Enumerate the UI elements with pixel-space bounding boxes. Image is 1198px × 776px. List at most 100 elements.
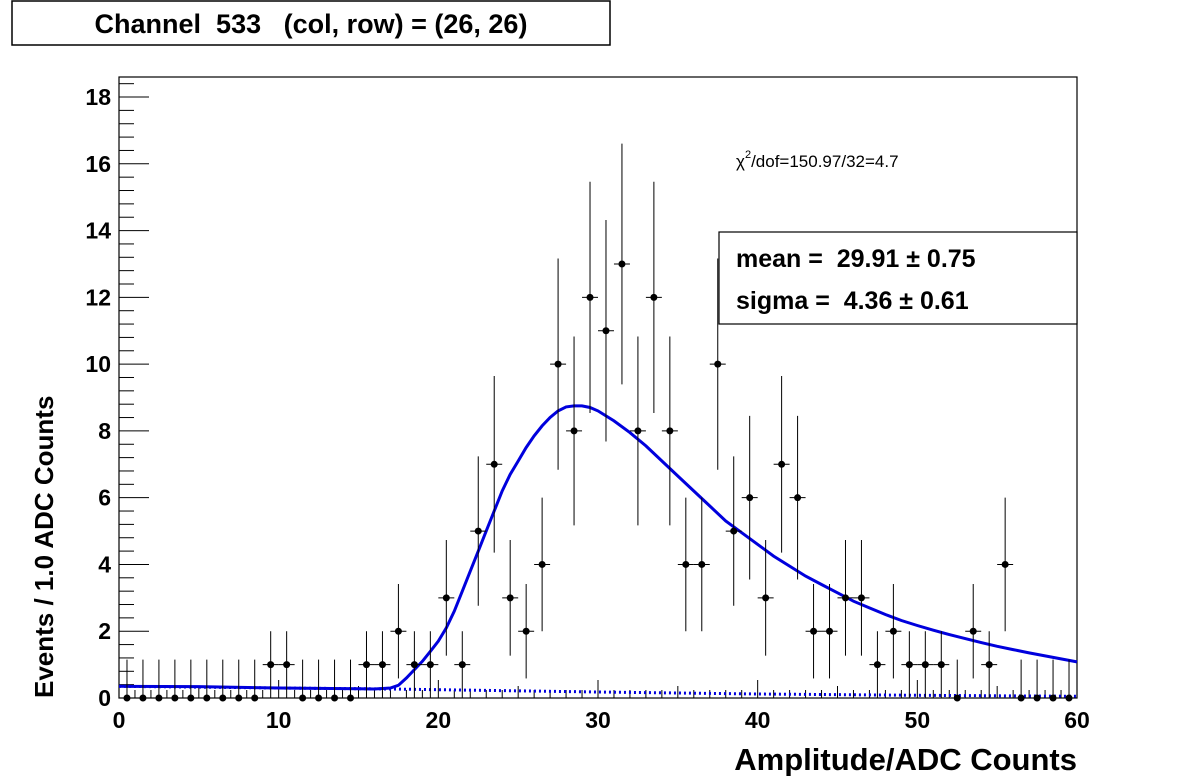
background-fit-curve [118,684,1078,698]
data-marker [155,694,163,702]
data-point [757,540,774,656]
data-point [294,659,311,702]
data-point [645,181,662,414]
data-marker [490,460,498,468]
data-marker [203,694,211,702]
data-point [502,540,519,656]
data-point [853,540,870,656]
data-marker [458,661,466,669]
data-point [278,631,295,698]
data-marker [283,661,291,669]
data-marker [586,293,594,301]
data-point [981,631,998,698]
data-marker [347,694,355,702]
data-point [725,456,742,606]
data-point [358,631,375,698]
data-marker [506,594,514,602]
data-marker [538,560,546,568]
data-marker [474,527,482,535]
data-point [550,258,567,470]
data-marker [1033,694,1041,702]
data-marker [570,427,578,435]
data-point [134,659,151,702]
data-point [310,659,327,702]
data-point [566,336,583,526]
data-marker [826,627,834,635]
chi2-value: /dof=150.97/32=4.7 [751,152,898,171]
data-point [198,659,215,702]
data-marker [985,661,993,669]
data-point [438,540,455,656]
data-marker [762,594,770,602]
data-point [422,631,439,698]
data-point [150,659,167,702]
data-point [246,659,263,702]
chart-title: Channel 533 (col, row) = (26, 26) [95,9,528,39]
chi2-superscript: 2 [745,149,751,161]
data-point [693,497,710,632]
data-point [821,584,838,679]
data-point [1045,659,1062,702]
stats-mean: mean = 29.91 ± 0.75 [736,245,976,273]
x-tick-label: 0 [113,707,126,733]
data-marker [554,360,562,368]
data-marker [682,560,690,568]
data-point [805,584,822,679]
data-point [661,336,678,526]
axes: 0 10 20 30 40 50 60 0 2 4 6 8 10 12 14 16 18 [85,83,1090,733]
data-marker [378,661,386,669]
data-point [1061,659,1077,702]
data-marker [410,661,418,669]
data-point [885,584,902,679]
chi2-symbol: χ [736,152,745,171]
y-tick-label: 12 [85,284,111,310]
x-tick-label: 60 [1064,707,1090,733]
data-point [326,659,343,702]
x-axis-label: Amplitude/ADC Counts [734,742,1077,776]
data-marker [794,494,802,502]
data-marker [634,427,642,435]
data-marker [602,327,610,335]
data-point [262,631,279,698]
data-marker [123,694,131,702]
data-marker [394,627,402,635]
x-tick-label: 10 [266,707,292,733]
y-tick-label: 4 [98,551,111,577]
data-point [789,415,806,580]
y-tick-label: 10 [85,351,111,377]
data-marker [426,661,434,669]
data-point [933,631,950,698]
data-marker [219,694,227,702]
data-marker [1017,694,1025,702]
data-marker [1049,694,1057,702]
data-point [837,540,854,656]
data-marker [746,494,754,502]
y-tick-label: 6 [98,485,111,511]
stats-box [718,231,1078,325]
data-marker [969,627,977,635]
data-point [613,143,630,385]
data-point [390,584,407,679]
fit-curves [118,404,1078,698]
data-point [709,258,726,470]
data-point [230,659,247,702]
data-marker [921,661,929,669]
data-point [997,497,1014,632]
x-tick-label: 20 [426,707,452,733]
data-point [406,631,423,698]
data-point [869,631,886,698]
data-point [119,659,135,702]
data-marker [187,694,195,702]
data-marker [315,694,323,702]
data-point [582,181,598,414]
signal-fit-curve [118,404,1078,691]
data-marker [1065,694,1073,702]
data-marker [362,661,370,669]
data-marker [331,694,339,702]
data-marker [442,594,450,602]
data-point [949,659,966,702]
y-tick-label: 14 [85,218,111,244]
data-marker [299,694,307,702]
x-tick-label: 30 [585,707,611,733]
y-axis-label: Events / 1.0 ADC Counts [29,396,59,698]
